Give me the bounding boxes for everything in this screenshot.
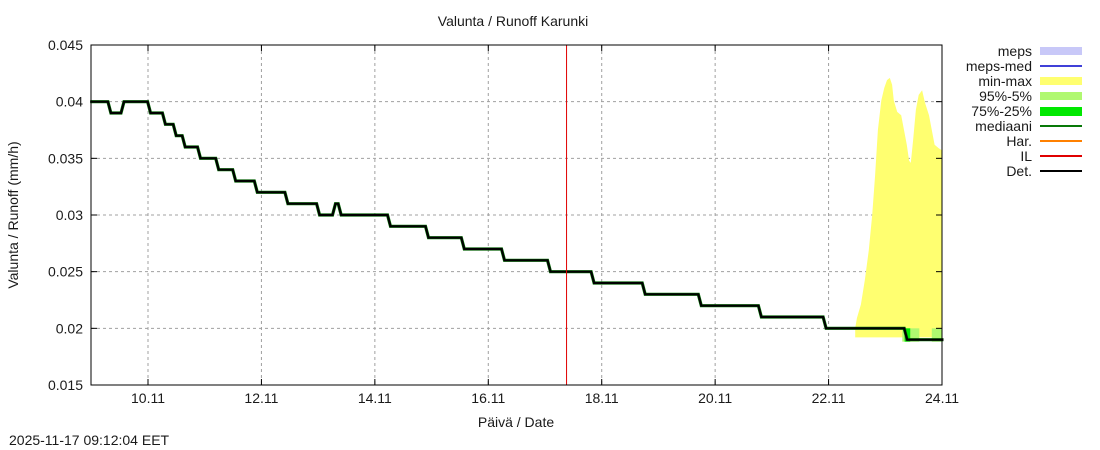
legend-label: meps [998,43,1032,59]
y-tick-label: 0.04 [56,94,83,110]
legend-swatch [1040,47,1082,55]
x-axis-label: Päivä / Date [478,414,554,430]
y-tick-label: 0.02 [56,320,83,336]
x-tick-label: 14.11 [358,390,392,406]
band-95-5 [909,328,920,342]
x-tick-label: 10.11 [131,390,165,406]
y-tick-label: 0.045 [48,37,83,53]
chart-title: Valunta / Runoff Karunki [438,13,588,29]
legend-label: mediaani [975,118,1032,134]
y-tick-label: 0.015 [48,377,83,393]
legend-label: 95%-5% [979,88,1032,104]
band-95-5 [931,328,942,342]
legend-label: min-max [978,73,1032,89]
x-tick-label: 22.11 [812,390,846,406]
y-tick-label: 0.03 [56,207,83,223]
legend-label: meps-med [966,58,1032,74]
legend-swatch [1040,107,1082,116]
legend-swatch [1040,92,1082,100]
y-axis-label: Valunta / Runoff (mm/h) [5,141,21,288]
legend-label: IL [1020,148,1032,164]
y-tick-label: 0.035 [48,150,83,166]
legend-swatch [1040,77,1082,85]
legend-label: 75%-25% [971,103,1032,119]
plot-area: 0.015 0.02 0.025 0.03 0.035 0.04 0.045 10.11 12.… [48,37,959,406]
x-tick-label: 18.11 [585,390,619,406]
timestamp: 2025-11-17 09:12:04 EET [9,432,170,448]
legend: mepsmeps-medmin-max95%-5%75%-25%mediaani… [966,43,1082,179]
x-tick-label: 12.11 [244,390,278,406]
x-tick-label: 16.11 [471,390,505,406]
x-tick-label: 20.11 [698,390,732,406]
x-tick-label: 24.11 [925,390,959,406]
y-tick-label: 0.025 [48,264,83,280]
mediaani-line [90,100,944,342]
det-line [90,100,944,341]
legend-label: Det. [1006,163,1032,179]
legend-label: Har. [1006,133,1032,149]
min-max-band [855,77,942,338]
